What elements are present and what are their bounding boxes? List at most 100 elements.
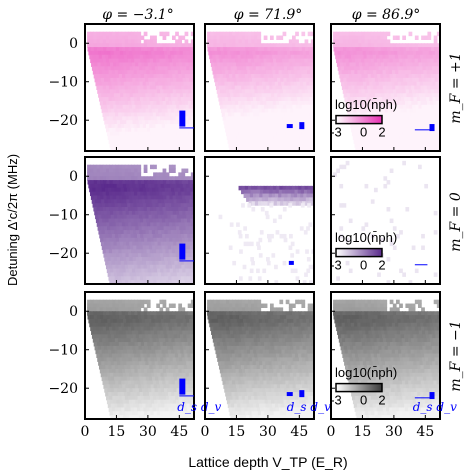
heatmap-cell — [139, 214, 143, 220]
heatmap-cell — [251, 39, 255, 44]
heatmap-cell — [238, 39, 243, 44]
heatmap-cell — [246, 97, 251, 102]
heatmap-cell — [162, 315, 167, 320]
heatmap-cell — [268, 108, 272, 114]
heatmap-cell — [172, 47, 177, 52]
heatmap-cell — [122, 62, 127, 67]
heatmap-cell — [426, 85, 431, 91]
heatmap-cell — [122, 315, 126, 320]
heatmap-cell — [190, 176, 194, 181]
heatmap-cell — [260, 207, 265, 212]
heatmap-cell — [174, 112, 179, 117]
heatmap-cell — [422, 93, 426, 98]
heatmap-cell — [162, 311, 167, 316]
heatmap-cell — [131, 384, 136, 389]
heatmap-cell — [122, 131, 127, 137]
heatmap-cell — [178, 395, 183, 401]
heatmap-cell — [143, 164, 148, 170]
heatmap-cell — [122, 89, 127, 94]
heatmap-cell — [93, 191, 97, 197]
heatmap-cell — [242, 77, 247, 83]
heatmap-cell — [422, 139, 427, 144]
heatmap-cell — [104, 245, 109, 250]
heatmap-cell — [155, 233, 160, 239]
heatmap-cell — [247, 131, 252, 137]
heatmap-cell — [134, 207, 139, 212]
heatmap-cell — [95, 187, 100, 193]
heatmap-cell — [137, 342, 142, 347]
heatmap-cell — [128, 280, 132, 284]
heatmap-cell — [190, 203, 194, 208]
heatmap-cell — [143, 276, 147, 281]
heatmap-cell — [395, 43, 400, 48]
heatmap-cell — [170, 272, 175, 277]
heatmap-cell — [275, 230, 280, 235]
heatmap-cell — [160, 226, 165, 231]
heatmap-cell — [248, 77, 253, 83]
heatmap-cell — [137, 168, 142, 173]
heatmap-cell — [153, 74, 158, 79]
heatmap-cell — [292, 147, 296, 151]
heatmap-cell — [282, 116, 287, 121]
heatmap-cell — [424, 58, 428, 64]
heatmap-cell — [236, 62, 240, 67]
heatmap-cell — [132, 399, 136, 405]
heatmap-cell — [241, 58, 246, 64]
heatmap-cell — [247, 74, 252, 79]
heatmap-cell — [138, 120, 143, 125]
heatmap-cell — [138, 50, 143, 56]
heatmap-cell — [246, 66, 251, 71]
heatmap-cell — [116, 147, 121, 151]
heatmap-cell — [173, 183, 177, 189]
heatmap-cell — [130, 349, 134, 355]
heatmap-cell — [172, 280, 176, 284]
heatmap-cell — [141, 50, 146, 56]
heatmap-cell — [190, 264, 194, 270]
heatmap-cell — [140, 100, 145, 106]
heatmap-cell — [391, 70, 396, 75]
heatmap-cell — [175, 127, 179, 133]
heatmap-cell — [354, 85, 359, 91]
heatmap-cell — [291, 43, 296, 48]
heatmap-cell — [106, 210, 111, 216]
heatmap-cell — [374, 147, 378, 151]
heatmap-cell — [185, 143, 189, 148]
heatmap-cell — [430, 147, 435, 151]
heatmap-cell — [99, 222, 104, 227]
heatmap-cell — [135, 388, 140, 393]
heatmap-cell — [363, 127, 368, 133]
heatmap-cell — [405, 74, 410, 79]
heatmap-cell — [180, 260, 185, 266]
heatmap-cell — [130, 322, 134, 328]
heatmap-cell — [132, 131, 136, 137]
heatmap-cell — [137, 74, 142, 79]
heatmap-cell — [181, 180, 186, 185]
heatmap-cell — [166, 74, 170, 79]
heatmap-cell — [162, 222, 167, 227]
heatmap-cell — [185, 116, 189, 121]
heatmap-cell — [125, 62, 130, 67]
heatmap-cell — [134, 384, 139, 389]
heatmap-cell — [410, 127, 415, 133]
heatmap-cell — [115, 368, 120, 374]
heatmap-cell — [116, 399, 121, 405]
heatmap-cell — [184, 85, 189, 91]
heatmap-cell — [153, 411, 158, 416]
heatmap-cell — [137, 395, 142, 401]
heatmap-cell — [108, 380, 113, 385]
heatmap-cell — [181, 191, 185, 197]
heatmap-cell — [226, 135, 231, 141]
heatmap-cell — [306, 257, 311, 262]
heatmap-cell — [132, 318, 137, 324]
heatmap-cell — [182, 372, 187, 378]
heatmap-cell — [289, 77, 294, 83]
heatmap-cell — [148, 183, 152, 189]
heatmap-cell — [153, 210, 158, 216]
heatmap-cell — [263, 116, 268, 121]
heatmap-cell — [187, 353, 192, 359]
heatmap-cell — [157, 318, 162, 324]
heatmap-cell — [131, 168, 135, 173]
heatmap-cell — [152, 187, 156, 193]
heatmap-cell — [272, 127, 277, 133]
heatmap-cell — [171, 326, 176, 332]
